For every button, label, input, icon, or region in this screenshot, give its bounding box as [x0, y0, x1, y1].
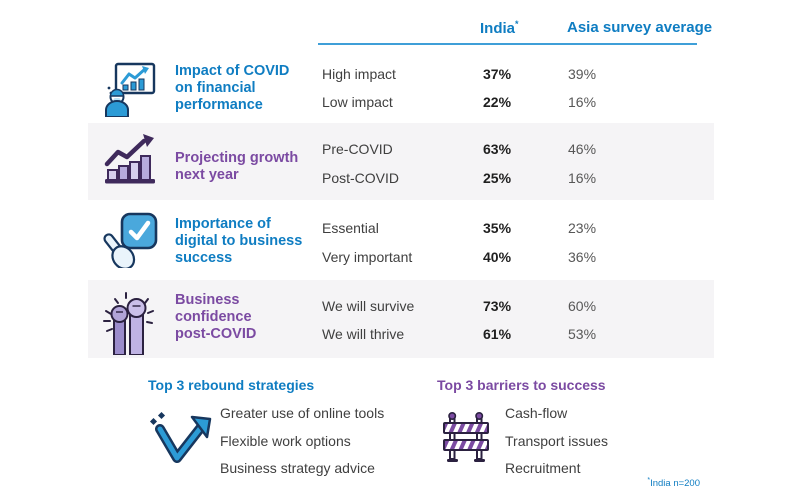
row-shading-business-confidence	[88, 280, 714, 358]
metric-label: Very important	[322, 249, 413, 265]
row-title-digital-importance: Importance of digital to business succes…	[175, 216, 303, 267]
footnote-mark: *	[647, 477, 651, 484]
metric-label: Low impact	[322, 94, 393, 110]
rebound-item: Flexible work options	[220, 433, 351, 449]
metric-label: High impact	[322, 66, 396, 82]
asia-value: 16%	[568, 170, 597, 186]
rebound-strategies-title: Top 3 rebound strategies	[148, 377, 315, 393]
road-barrier-icon	[441, 410, 491, 462]
header-underline	[318, 43, 697, 45]
rebound-item: Business strategy advice	[220, 460, 375, 476]
metric-label: Post-COVID	[322, 170, 400, 186]
column-header-asia: Asia survey average	[567, 19, 713, 36]
column-header-india: India*	[480, 19, 519, 37]
barrier-item: Recruitment	[505, 460, 581, 476]
india-value: 73%	[483, 298, 512, 314]
row-title-business-confidence: Business confidence post-COVID	[175, 292, 257, 343]
asia-value: 53%	[568, 326, 597, 342]
asia-value: 36%	[568, 249, 597, 265]
covid-financial-presentation-icon	[104, 61, 158, 117]
growth-bar-chart-icon	[101, 131, 159, 185]
row-title-projecting-growth: Projecting growth next year	[175, 150, 299, 184]
india-value: 25%	[483, 170, 512, 186]
metric-label: Essential	[322, 220, 379, 236]
india-value: 37%	[483, 66, 512, 82]
asia-value: 23%	[568, 220, 597, 236]
digital-click-check-icon	[100, 208, 160, 268]
india-value: 61%	[483, 326, 512, 342]
metric-label: We will thrive	[322, 326, 405, 342]
asia-value: 39%	[568, 66, 597, 82]
rebound-item: Greater use of online tools	[220, 405, 385, 421]
row-shading-projecting-growth	[88, 123, 714, 200]
india-value: 22%	[483, 94, 512, 110]
barrier-item: Transport issues	[505, 433, 608, 449]
metric-label: We will survive	[322, 298, 415, 314]
india-value: 63%	[483, 141, 512, 157]
barrier-item: Cash-flow	[505, 405, 568, 421]
asia-value: 46%	[568, 141, 597, 157]
india-footnote-mark: *	[515, 19, 519, 29]
barriers-title: Top 3 barriers to success	[437, 377, 606, 393]
asia-value: 60%	[568, 298, 597, 314]
india-value: 35%	[483, 220, 512, 236]
metric-label: Pre-COVID	[322, 141, 393, 157]
raised-fists-icon	[99, 287, 157, 355]
row-title-impact-covid: Impact of COVID on financial performance	[175, 63, 290, 114]
footnote: *India n=200	[647, 477, 700, 490]
india-value: 40%	[483, 249, 512, 265]
asia-value: 16%	[568, 94, 597, 110]
upward-check-arrow-icon	[146, 410, 214, 464]
